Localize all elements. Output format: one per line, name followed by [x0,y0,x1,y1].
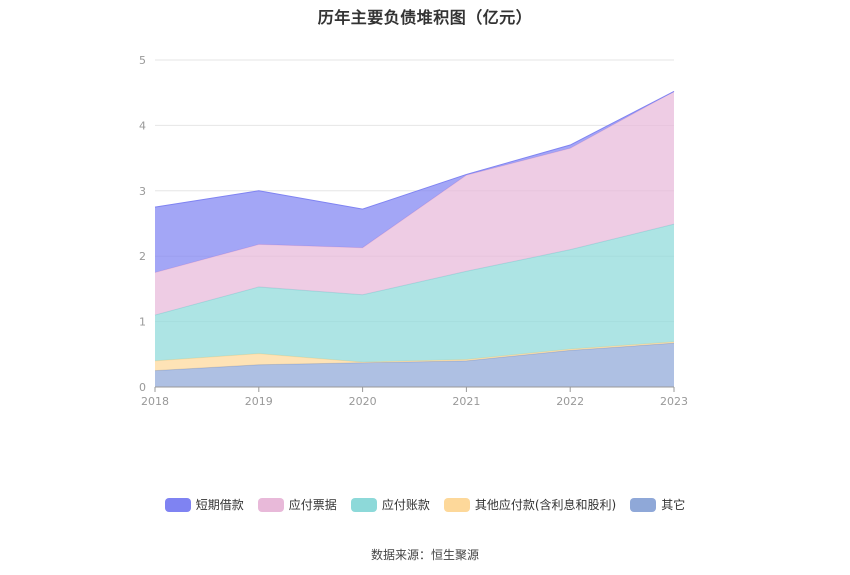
legend-label: 其他应付款(含利息和股利) [474,498,617,512]
legend-item[interactable]: 其他应付款(含利息和股利) [443,496,617,513]
y-tick-label: 3 [139,185,146,198]
area-edge-4 [154,90,675,210]
legend-label: 应付票据 [288,498,337,512]
legend: 短期借款 应付票据 应付账款 其他应付款(含利息和股利) 其它 [0,496,850,513]
area-edge-2 [154,223,675,316]
legend-swatch [350,497,377,512]
legend-item[interactable]: 应付账款 [350,496,430,513]
x-tick-label: 2020 [349,395,377,408]
legend-swatch [257,497,284,512]
x-tick-label: 2018 [141,395,169,408]
legend-label: 应付账款 [381,498,430,512]
y-tick-label: 0 [139,381,146,394]
legend-item[interactable]: 应付票据 [257,496,337,513]
legend-swatch [630,497,657,512]
area-series-2 [155,224,674,363]
area-series-4 [155,91,674,273]
legend-item[interactable]: 其它 [630,496,685,513]
area-series [154,90,675,387]
chart-title: 历年主要负债堆积图（亿元） [317,8,533,27]
x-tick-label: 2019 [245,395,273,408]
legend-swatch [164,497,191,512]
area-series-1 [155,341,674,371]
legend-label: 其它 [661,498,686,512]
data-source: 数据来源：恒生聚源 [370,548,479,562]
y-tick-label: 5 [139,54,146,67]
area-series-3 [155,91,674,316]
legend-swatch [443,497,470,512]
x-tick-label: 2022 [556,395,584,408]
x-tick-label: 2021 [452,395,480,408]
y-tick-label: 2 [139,250,146,263]
y-tick-label: 1 [139,316,146,329]
area-series-0 [155,343,674,387]
y-tick-label: 4 [139,119,146,132]
x-tick-label: 2023 [660,395,688,408]
legend-label: 短期借款 [195,498,244,512]
legend-item[interactable]: 短期借款 [164,496,244,513]
axes: 0 1 2 3 4 5 2018 2019 2020 2021 2022 2023 [139,54,688,408]
